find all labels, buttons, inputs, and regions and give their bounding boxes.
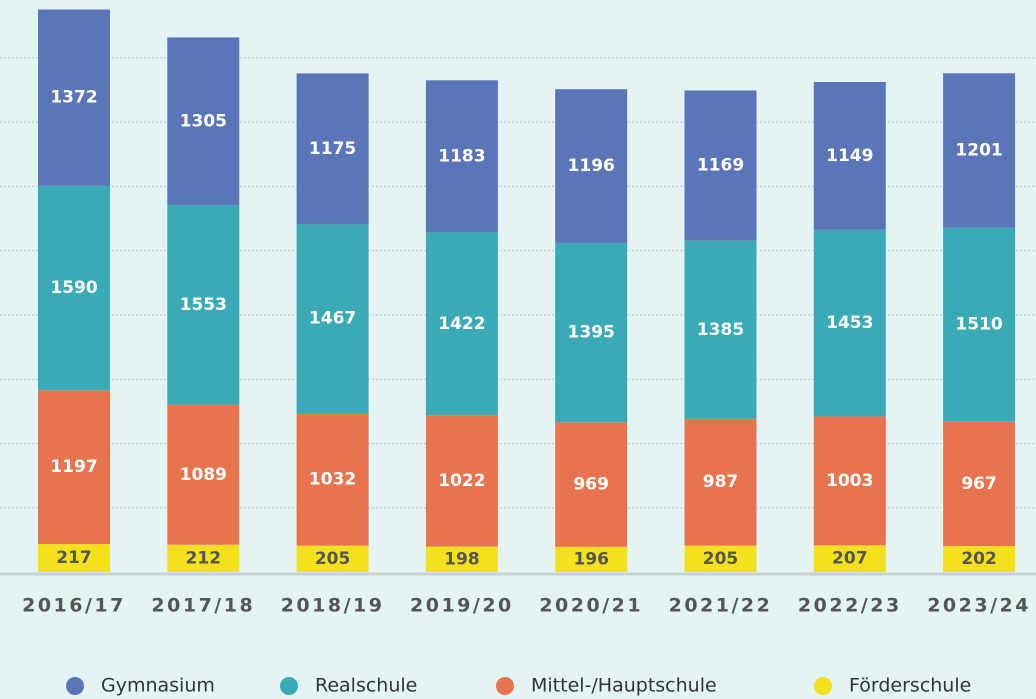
bar-segment: [296, 73, 369, 225]
value-label: 1590: [50, 278, 97, 298]
bar-segment: [813, 545, 886, 572]
value-label: 1553: [180, 295, 227, 315]
value-label: 1196: [568, 156, 615, 176]
value-label: 967: [961, 474, 997, 494]
x-tick-label: 2018/19: [281, 595, 385, 617]
legend-marker: [280, 677, 298, 695]
value-label: 1372: [50, 88, 97, 108]
bar-segment: [684, 418, 757, 546]
bar-segment: [684, 240, 757, 419]
bar-segment: [167, 544, 240, 572]
bar-segment: [38, 185, 110, 391]
value-label: 205: [703, 549, 739, 569]
bar-segment: [555, 242, 628, 423]
value-label: 207: [832, 549, 868, 569]
value-label: 1003: [826, 471, 873, 491]
value-label: 1395: [568, 323, 615, 343]
bar-segment: [38, 9, 110, 186]
bar-segment: [555, 89, 628, 243]
x-tick-label: 2021/22: [669, 595, 773, 617]
x-tick-label: 2017/18: [151, 595, 255, 617]
legend-label: Mittel-/Hauptschule: [531, 675, 717, 697]
value-label: 987: [703, 472, 739, 492]
value-label: 217: [56, 548, 92, 568]
legend-marker: [814, 677, 832, 695]
value-label: 1183: [438, 146, 485, 166]
legend-marker: [66, 677, 84, 695]
value-label: 1305: [180, 111, 227, 131]
bar-segment: [425, 415, 498, 547]
bar-segment: [38, 544, 110, 572]
bar-segment: [943, 227, 1016, 422]
legend-label: Realschule: [315, 675, 417, 697]
bar-segment: [943, 73, 1016, 228]
legend-label: Förderschule: [849, 675, 971, 697]
bar-segment: [296, 545, 369, 572]
bar-segment: [684, 545, 757, 572]
value-label: 202: [961, 549, 997, 569]
bar-segment: [425, 80, 498, 233]
bar-segment: [425, 232, 498, 416]
value-label: 1385: [697, 320, 744, 340]
bar-segment: [555, 546, 628, 572]
value-label: 1022: [438, 471, 485, 491]
bar-segment: [296, 412, 369, 546]
value-label: 1149: [826, 146, 873, 166]
bar-segment: [813, 82, 886, 230]
value-label: 1422: [438, 314, 485, 334]
bar-segment: [167, 37, 240, 206]
bar-segment: [684, 90, 757, 241]
x-tick-label: 2022/23: [798, 595, 902, 617]
bar-segment: [167, 205, 240, 405]
value-label: 1169: [697, 156, 744, 176]
bar-segment: [38, 390, 110, 545]
legend-label: Gymnasium: [101, 675, 215, 697]
value-label: 1510: [955, 315, 1002, 335]
bar-segment: [167, 404, 240, 545]
value-label: 1201: [955, 140, 1002, 160]
bar-segment: [943, 546, 1016, 572]
value-label: 1197: [50, 457, 97, 477]
bar-segment: [943, 421, 1016, 547]
value-label: 1175: [309, 139, 356, 159]
value-label: 1453: [826, 313, 873, 333]
value-label: 1467: [309, 309, 356, 329]
bar-segment: [296, 224, 369, 413]
legend-marker: [496, 677, 514, 695]
x-tick-label: 2019/20: [410, 595, 514, 617]
value-label: 1089: [180, 465, 227, 485]
value-label: 196: [573, 549, 609, 569]
value-label: 198: [444, 549, 480, 569]
value-label: 969: [573, 475, 609, 495]
bar-segment: [813, 229, 886, 417]
x-tick-label: 2020/21: [539, 595, 643, 617]
value-label: 1032: [309, 469, 356, 489]
bar-segment: [555, 422, 628, 547]
bar-segment: [813, 416, 886, 546]
x-tick-label: 2016/17: [22, 595, 126, 617]
value-label: 205: [315, 549, 351, 569]
x-tick-label: 2023/24: [927, 595, 1031, 617]
bar-segment: [425, 546, 498, 572]
value-label: 212: [186, 548, 222, 568]
